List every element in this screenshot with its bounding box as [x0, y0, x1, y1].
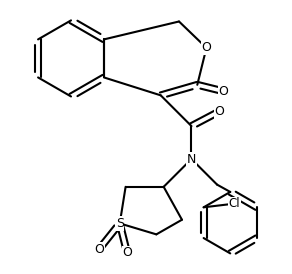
Text: O: O — [218, 85, 228, 98]
Text: N: N — [187, 153, 196, 165]
Text: O: O — [201, 41, 211, 54]
Text: Cl: Cl — [229, 197, 240, 210]
Text: S: S — [116, 217, 124, 230]
Text: O: O — [214, 105, 224, 118]
Text: O: O — [94, 242, 104, 256]
Text: O: O — [122, 246, 132, 259]
